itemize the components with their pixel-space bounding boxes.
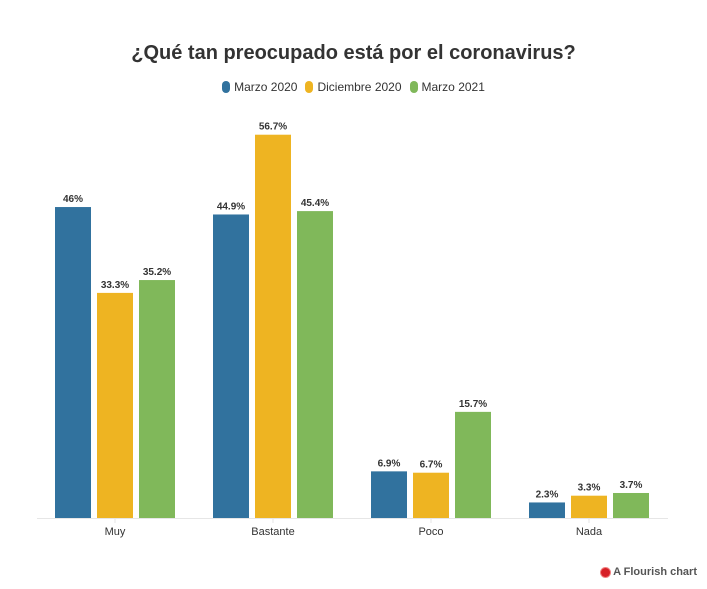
bar-bastante-1[interactable] <box>255 134 291 518</box>
bar-nada-2[interactable] <box>613 492 649 518</box>
legend: Marzo 2020 Diciembre 2020 Marzo 2021 <box>0 80 707 94</box>
category-label: Poco <box>418 526 443 538</box>
bar-muy-0[interactable] <box>55 207 91 519</box>
legend-label: Marzo 2021 <box>421 80 485 94</box>
bar-bastante-2[interactable] <box>297 211 333 518</box>
bar-poco-0[interactable] <box>371 471 407 518</box>
legend-item-marzo-2020[interactable]: Marzo 2020 <box>222 80 297 94</box>
bar-muy-1[interactable] <box>97 292 133 518</box>
value-label: 33.3% <box>101 280 129 291</box>
bar-bastante-0[interactable] <box>213 214 249 518</box>
value-label: 45.4% <box>301 198 329 209</box>
category-label: Nada <box>576 526 603 538</box>
legend-item-marzo-2021[interactable]: Marzo 2021 <box>409 80 485 94</box>
legend-swatch <box>409 81 418 93</box>
value-label: 3.3% <box>578 483 601 494</box>
value-label: 6.9% <box>378 458 401 469</box>
bar-nada-1[interactable] <box>571 495 607 518</box>
value-label: 6.7% <box>420 460 443 471</box>
credit-text: A Flourish chart <box>613 566 697 578</box>
value-label: 3.7% <box>620 480 643 491</box>
category-label: Bastante <box>251 526 294 538</box>
bar-muy-2[interactable] <box>139 280 175 518</box>
category-label: Muy <box>105 526 126 538</box>
bar-poco-2[interactable] <box>455 411 491 518</box>
value-label: 46% <box>63 194 83 205</box>
legend-label: Marzo 2020 <box>234 80 298 94</box>
bar-nada-0[interactable] <box>529 502 565 518</box>
value-label: 35.2% <box>143 267 171 278</box>
legend-label: Diciembre 2020 <box>317 80 402 94</box>
value-label: 44.9% <box>217 201 245 212</box>
value-label: 56.7% <box>259 122 287 133</box>
value-label: 2.3% <box>536 489 559 500</box>
legend-swatch <box>222 81 231 93</box>
legend-swatch <box>305 81 314 93</box>
bar-poco-1[interactable] <box>413 472 449 518</box>
legend-item-diciembre-2020[interactable]: Diciembre 2020 <box>305 80 402 94</box>
value-label: 15.7% <box>459 399 487 410</box>
flourish-credit[interactable]: A Flourish chart <box>601 566 697 578</box>
chart-title: ¿Qué tan preocupado está por el coronavi… <box>131 42 576 64</box>
flourish-logo-icon <box>601 567 611 577</box>
